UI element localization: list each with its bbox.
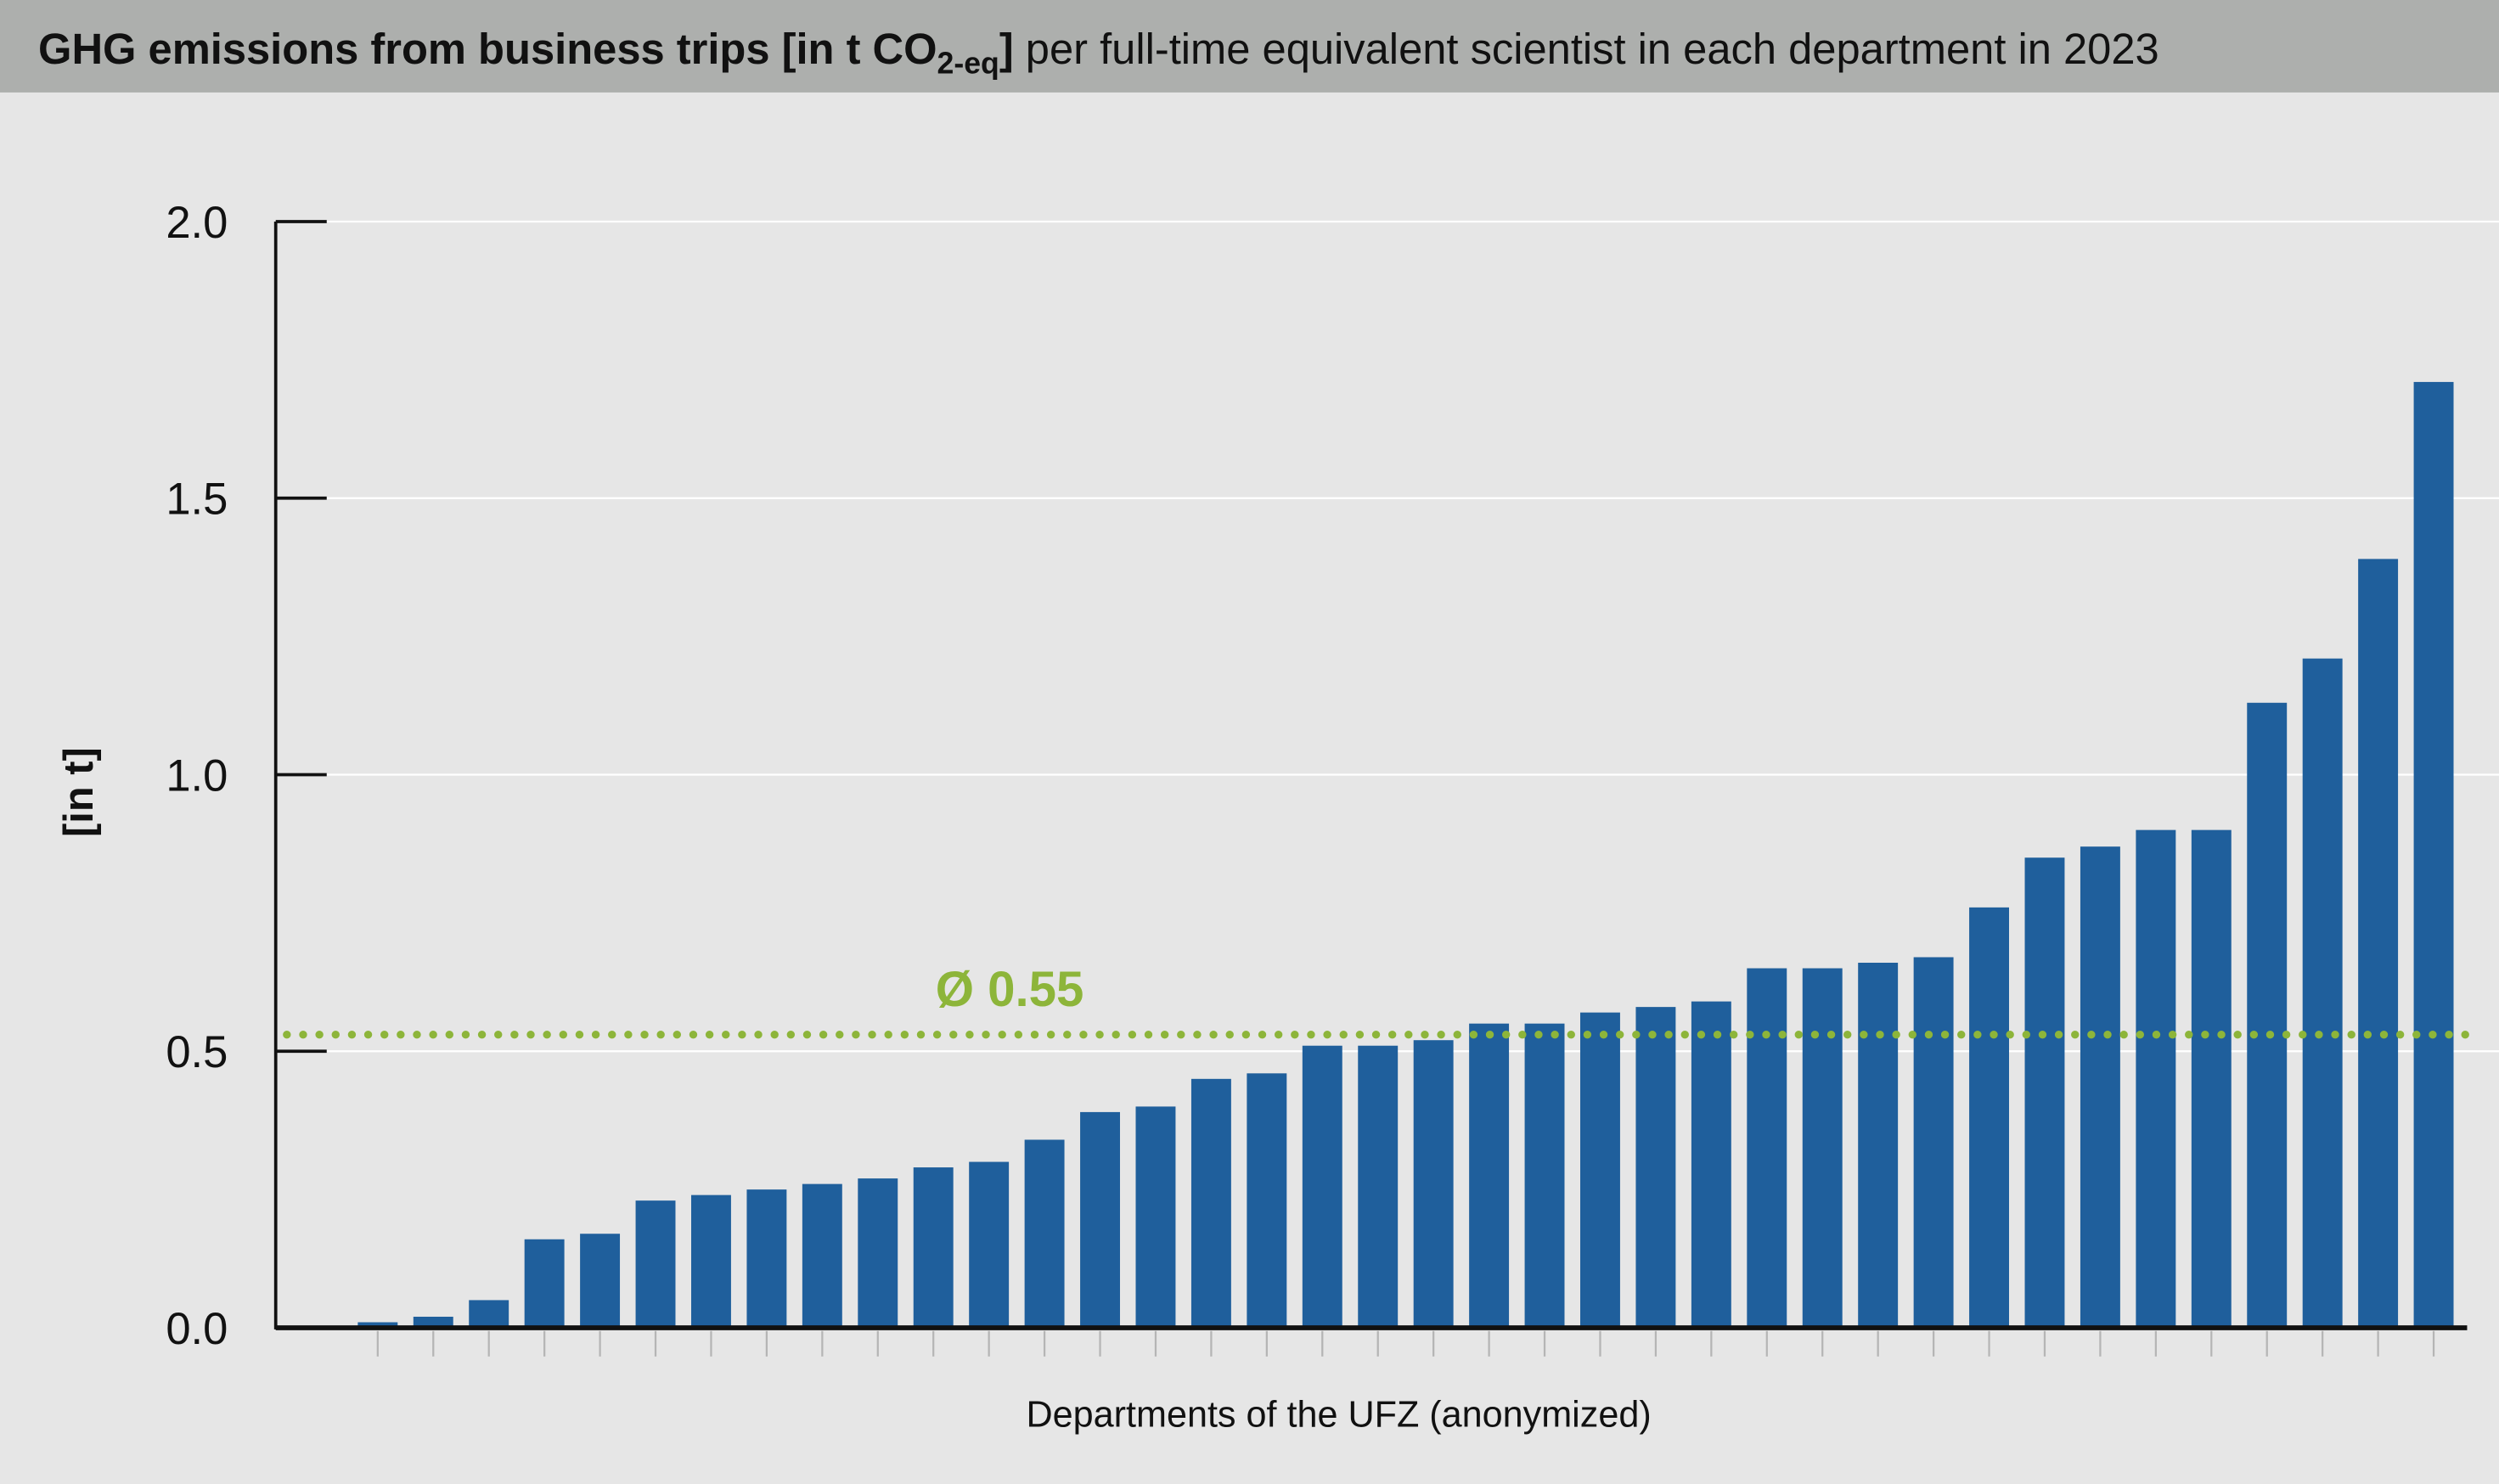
bar <box>690 1195 731 1328</box>
bar <box>469 1300 509 1328</box>
y-tick-label: 1.0 <box>166 750 228 801</box>
bar <box>2191 829 2232 1328</box>
bar <box>802 1183 842 1328</box>
bar <box>357 1322 398 1328</box>
bar <box>2080 846 2120 1328</box>
average-label: Ø 0.55 <box>936 962 1084 1017</box>
bar <box>1469 1023 1510 1328</box>
bar <box>524 1239 565 1328</box>
bar <box>1524 1023 1565 1328</box>
bar <box>1024 1139 1065 1328</box>
y-tick-label: 0.5 <box>166 1027 228 1077</box>
bar <box>1747 968 1787 1328</box>
bar <box>1190 1078 1231 1328</box>
bar <box>580 1234 621 1328</box>
bar <box>913 1167 954 1328</box>
bar <box>2358 559 2399 1328</box>
bar <box>1413 1040 1454 1328</box>
bar <box>2413 381 2454 1328</box>
bar <box>2247 702 2288 1328</box>
x-axis-label: Departments of the UFZ (anonymized) <box>1026 1394 1651 1435</box>
bar <box>413 1316 453 1328</box>
bar <box>1802 968 1843 1328</box>
bar <box>1969 907 2010 1328</box>
bar <box>2302 658 2343 1328</box>
bar <box>746 1189 787 1328</box>
bar <box>635 1200 676 1328</box>
bar <box>1913 957 1954 1328</box>
title-bar <box>0 0 2499 93</box>
bar <box>2136 829 2176 1328</box>
chart-title: GHG emissions from business trips [in t … <box>38 25 2159 80</box>
bar <box>858 1178 898 1328</box>
y-tick-label: 0.0 <box>166 1304 228 1354</box>
bar <box>1080 1111 1120 1328</box>
y-tick-label: 1.5 <box>166 475 228 525</box>
bar <box>1858 963 1899 1328</box>
y-axis-label: [in t] <box>56 747 102 837</box>
bar <box>1135 1106 1176 1328</box>
bar <box>969 1161 1010 1328</box>
bar <box>1635 1007 1676 1328</box>
bar <box>1302 1045 1342 1328</box>
bar <box>1247 1073 1287 1328</box>
bar <box>1358 1045 1399 1328</box>
bar <box>1580 1012 1620 1328</box>
bar <box>1691 1001 1731 1328</box>
bar <box>2024 857 2065 1328</box>
y-tick-label: 2.0 <box>166 198 228 248</box>
